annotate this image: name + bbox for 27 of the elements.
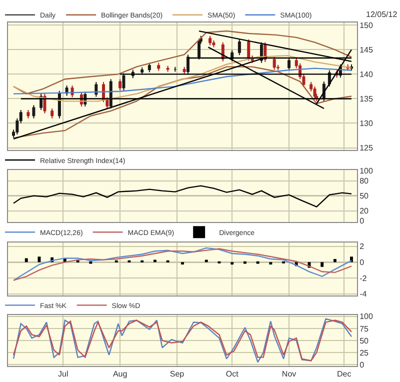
y-tick-label: 130 <box>360 119 374 128</box>
y-tick-label: 75 <box>360 324 370 334</box>
y-tick-label: 20 <box>360 206 370 216</box>
y-tick-label: 25 <box>360 348 370 358</box>
y-tick-label: 100 <box>360 166 374 176</box>
y-tick-label: 2 <box>360 242 365 252</box>
x-tick-label: Aug <box>112 370 128 379</box>
y-tick-label: 135 <box>360 94 374 104</box>
y-tick-label: 50 <box>360 336 370 346</box>
x-tick-label: Dec <box>337 370 352 379</box>
text: 12/05/12 <box>366 10 398 19</box>
x-tick-label: Nov <box>282 370 296 379</box>
y-tick-label: 145 <box>360 45 374 54</box>
y-tick-label: 0 <box>360 258 365 267</box>
y-tick-label: 80 <box>360 176 370 186</box>
y-tick-label: 0 <box>360 216 365 226</box>
y-tick-label: 150 <box>360 20 374 30</box>
x-tick-label: Jul <box>58 370 68 379</box>
y-tick-label: -2 <box>360 274 368 283</box>
x-tick-label: Sep <box>170 370 185 379</box>
y-tick-label: 0 <box>360 360 365 370</box>
y-tick-label: 100 <box>360 312 374 322</box>
y-tick-label: 140 <box>360 70 374 79</box>
y-tick-label: 125 <box>360 144 374 153</box>
y-tick-label: -4 <box>360 290 368 299</box>
y-tick-label: 50 <box>360 192 370 201</box>
x-tick-label: Oct <box>226 370 240 379</box>
